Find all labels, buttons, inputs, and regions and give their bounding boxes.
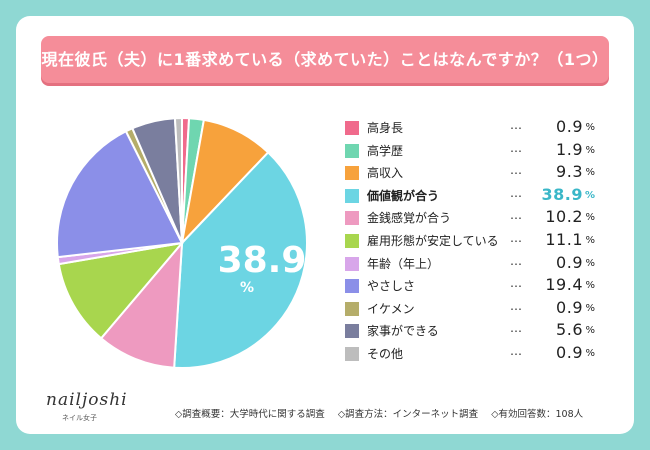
legend-label: 高学歴 <box>367 143 404 158</box>
legend-dots: … <box>510 298 522 313</box>
legend-value: 0.9 <box>556 117 583 136</box>
legend-value: 0.9 <box>556 342 583 362</box>
legend-value: 0.9 <box>556 297 583 317</box>
legend-dots: … <box>510 276 522 291</box>
legend-swatch <box>345 256 359 271</box>
legend-value: 1.9 <box>556 139 583 159</box>
pie-slice <box>57 241 185 340</box>
pie-slice <box>56 129 184 259</box>
footer-count: ◇有効回答数：108人 <box>491 409 584 420</box>
legend-unit: % <box>585 280 595 292</box>
pie-slice <box>99 240 184 369</box>
legend-item: やさしさ … 19.4% <box>345 275 595 298</box>
logo-text: nailjoshi <box>46 390 128 410</box>
legend-value: 10.2 <box>545 207 583 227</box>
legend-label: 価値観が合う <box>367 188 440 203</box>
legend-label: 金銭感覚が合う <box>367 211 452 226</box>
legend-unit: % <box>585 122 595 133</box>
highlight-value: 38.9 <box>218 240 307 281</box>
legend-swatch <box>345 121 359 135</box>
survey-footer: ◇調査概要：大学時代に関する調査 ◇調査方法：インターネット調査 ◇有効回答数：… <box>175 406 593 420</box>
legend-swatch <box>345 188 359 203</box>
legend-unit: % <box>585 257 595 269</box>
legend-dots: … <box>510 118 522 132</box>
legend-item: 雇用形態が安定している … 11.1% <box>345 230 595 253</box>
legend-dots: … <box>510 253 522 268</box>
chart-title: 現在彼氏（夫）に1番求めている（求めていた）ことはなんですか？（1つ） <box>41 50 609 69</box>
pie-slice <box>173 116 183 244</box>
legend-swatch <box>345 233 359 248</box>
title-banner: 現在彼氏（夫）に1番求めている（求めていた）ことはなんですか？（1つ） <box>41 36 609 83</box>
legend-dots: … <box>510 208 522 223</box>
legend-item: 年齢（年上） … 0.9% <box>345 253 595 276</box>
legend-value: 0.9 <box>556 252 583 272</box>
legend-item: 価値観が合う … 38.9% <box>345 185 595 208</box>
legend-swatch <box>345 324 359 339</box>
legend-unit: % <box>585 212 595 224</box>
legend-unit: % <box>585 234 595 246</box>
legend-item: 高収入 … 9.3% <box>345 162 595 185</box>
legend-unit: % <box>584 189 595 201</box>
legend-dots: … <box>510 140 522 155</box>
legend-dots: … <box>510 230 522 245</box>
legend-value: 38.9 <box>541 184 583 204</box>
legend-label: 雇用形態が安定している <box>367 233 499 248</box>
legend-swatch <box>345 301 359 316</box>
legend-unit: % <box>585 167 595 179</box>
legend-dots: … <box>510 163 522 178</box>
legend-swatch <box>345 211 359 226</box>
pie-slice <box>173 151 308 369</box>
legend-value: 19.4 <box>545 275 583 295</box>
legend-dots: … <box>510 343 522 358</box>
legend-label: 高身長 <box>367 121 404 135</box>
legend-dots: … <box>510 321 522 336</box>
legend-item: その他 … 0.9% <box>345 343 595 366</box>
footer-summary: ◇調査概要：大学時代に関する調査 <box>175 409 325 420</box>
legend-value: 11.1 <box>545 229 583 249</box>
legend-item: 高学歴 … 1.9% <box>345 140 595 163</box>
legend-swatch <box>345 346 359 361</box>
legend-label: 家事ができる <box>367 324 439 339</box>
footer-method: ◇調査方法：インターネット調査 <box>337 409 479 420</box>
legend-swatch <box>345 143 359 158</box>
legend-item: 金銭感覚が合う … 10.2% <box>345 207 595 230</box>
legend-item: 家事ができる … 5.6% <box>345 320 595 343</box>
legend-unit: % <box>585 325 595 337</box>
legend-unit: % <box>585 302 595 314</box>
legend-unit: % <box>585 347 595 359</box>
highlight-unit: % <box>240 280 254 296</box>
legend-label: イケメン <box>367 301 415 316</box>
legend-dots: … <box>510 185 522 200</box>
legend-label: 高収入 <box>367 166 404 181</box>
legend-label: 年齢（年上） <box>367 256 440 271</box>
legend-value: 5.6 <box>556 320 583 340</box>
legend-item: 高身長 … 0.9% <box>345 117 595 140</box>
legend-unit: % <box>585 144 595 156</box>
legend-swatch <box>345 166 359 181</box>
legend-swatch <box>345 279 359 294</box>
legend-item: イケメン … 0.9% <box>345 298 595 321</box>
legend-label: その他 <box>367 346 404 361</box>
legend: 高身長… 0.9% 高学歴… 1.9% 高収入… 9.3% 価値観が合う… 38.9% 金銭感覚… <box>345 117 595 366</box>
legend-label: やさしさ <box>367 279 416 294</box>
logo-subtitle: ネイル女子 <box>62 414 97 422</box>
legend-value: 9.3 <box>556 162 583 182</box>
